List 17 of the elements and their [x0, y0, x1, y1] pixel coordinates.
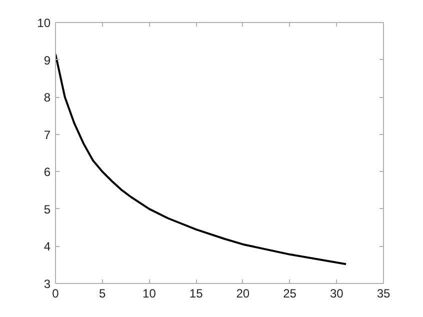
y-tick-label: 6: [44, 165, 51, 180]
x-tick-label: 5: [99, 286, 106, 300]
x-tick-label: 0: [52, 286, 60, 300]
y-tick-label: 10: [37, 16, 51, 30]
x-tick-label: 30: [330, 286, 344, 300]
y-tick-label: 4: [44, 240, 51, 254]
x-tick-label: 15: [189, 286, 204, 300]
x-tick-label: 25: [283, 286, 297, 300]
x-tick-label: 20: [236, 286, 250, 300]
x-tick-label: 35: [376, 286, 390, 300]
line-series: [56, 53, 348, 266]
y-tick-label: 5: [44, 202, 51, 216]
y-tick-label: 9: [44, 53, 51, 68]
y-tick-label: 8: [44, 90, 51, 105]
y-tick-label: 3: [44, 277, 51, 291]
x-tick-label: 10: [142, 286, 156, 300]
y-tick-label: 7: [44, 128, 51, 142]
